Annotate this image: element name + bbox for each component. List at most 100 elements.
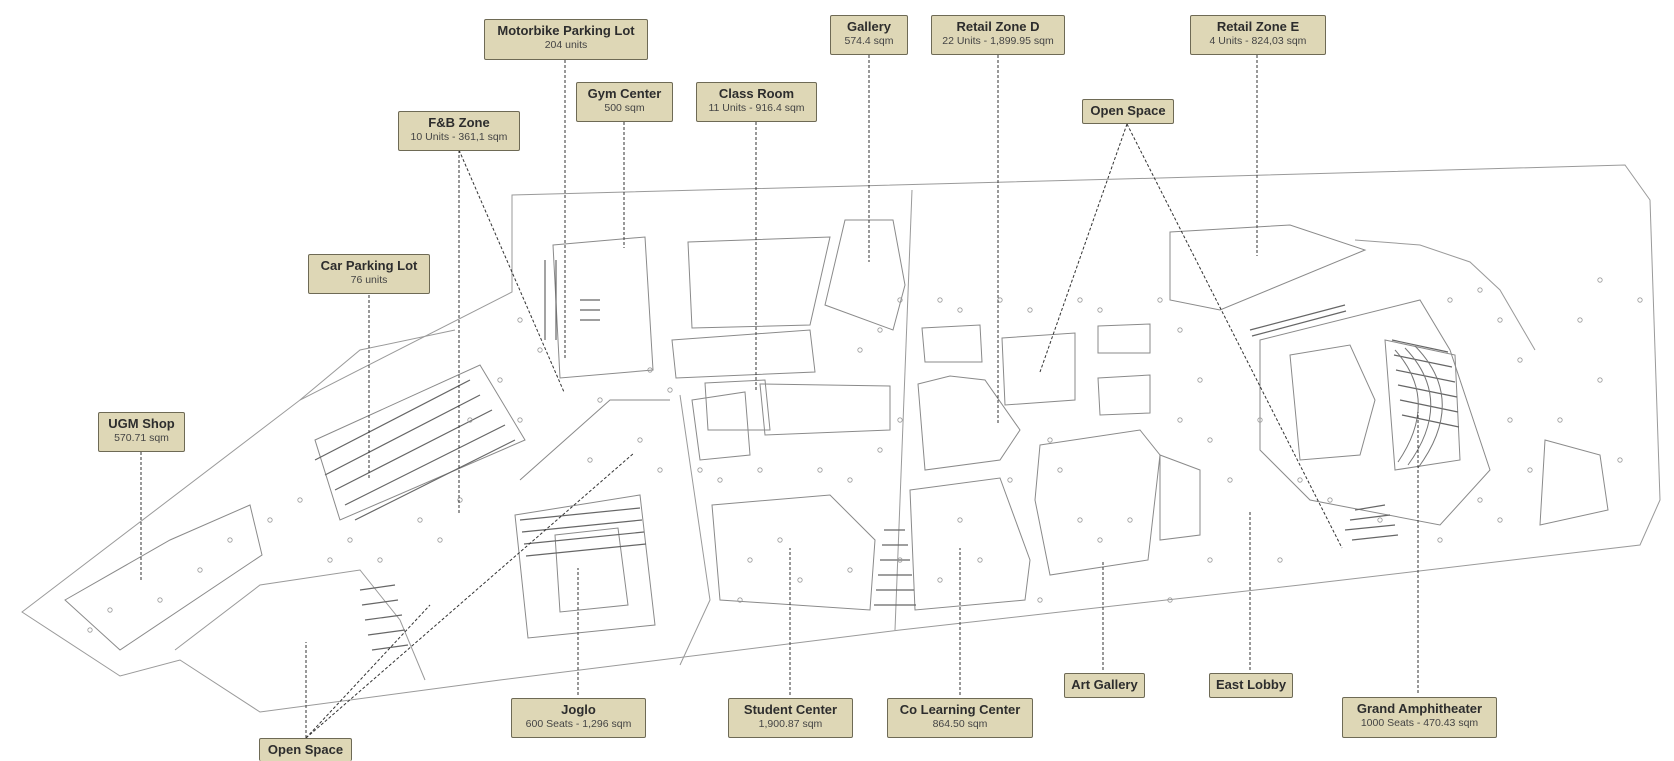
tree-marker — [1617, 457, 1623, 463]
label-east-lobby: East Lobby — [1209, 673, 1293, 698]
tree-marker — [697, 467, 703, 473]
label-title: Grand Amphitheater — [1356, 701, 1483, 716]
label-title: Class Room — [718, 86, 795, 101]
label-title: East Lobby — [1216, 677, 1287, 692]
tree-marker — [1077, 297, 1083, 303]
label-subtitle: 600 Seats - 1,296 sqm — [525, 718, 632, 730]
tree-marker — [1477, 497, 1483, 503]
tree-marker — [327, 557, 333, 563]
label-co-learning-center: Co Learning Center 864.50 sqm — [887, 698, 1033, 738]
label-title: Joglo — [561, 702, 596, 717]
tree-marker — [197, 567, 203, 573]
tree-marker — [107, 607, 113, 613]
tree-marker — [537, 347, 543, 353]
leader-open-space-bottom — [305, 452, 635, 739]
tree-marker — [857, 347, 863, 353]
label-title: Student Center — [743, 702, 838, 717]
tree-marker — [737, 597, 743, 603]
tree-marker — [1037, 597, 1043, 603]
label-subtitle: 204 units — [544, 39, 588, 51]
label-subtitle: 4 Units - 824,03 sqm — [1209, 35, 1307, 47]
tree-marker — [1327, 497, 1333, 503]
tree-marker — [897, 297, 903, 303]
tree-marker — [977, 557, 983, 563]
tree-marker — [87, 627, 93, 633]
tree-marker — [937, 297, 943, 303]
tree-marker — [1207, 437, 1213, 443]
tree-marker — [1177, 417, 1183, 423]
tree-marker — [497, 377, 503, 383]
leader-lines — [140, 55, 1419, 739]
building-blocks — [64, 219, 1609, 651]
tree-marker — [1257, 417, 1263, 423]
tree-marker — [267, 517, 273, 523]
tree-marker — [1127, 517, 1133, 523]
label-fnb-zone: F&B Zone 10 Units - 361,1 sqm — [398, 111, 520, 151]
tree-marker — [1557, 417, 1563, 423]
tree-marker — [1577, 317, 1583, 323]
tree-marker — [797, 577, 803, 583]
label-car-parking-lot: Car Parking Lot 76 units — [308, 254, 430, 294]
label-subtitle: 1,900.87 sqm — [758, 718, 823, 730]
tree-marker — [297, 497, 303, 503]
label-title: UGM Shop — [108, 416, 175, 431]
label-open-space-bottom: Open Space — [259, 738, 352, 761]
site-outline — [21, 164, 1661, 713]
tree-marker — [1597, 277, 1603, 283]
tree-marker — [457, 497, 463, 503]
label-gallery: Gallery 574.4 sqm — [830, 15, 908, 55]
label-subtitle: 500 sqm — [604, 102, 645, 114]
tree-marker — [517, 417, 523, 423]
tree-marker — [1207, 557, 1213, 563]
tree-marker — [757, 467, 763, 473]
tree-marker — [1297, 477, 1303, 483]
tree-marker — [1507, 417, 1513, 423]
tree-marker — [157, 597, 163, 603]
tree-marker — [1447, 297, 1453, 303]
label-grand-amphitheater: Grand Amphitheater 1000 Seats - 470.43 s… — [1342, 697, 1497, 738]
label-art-gallery: Art Gallery — [1064, 673, 1145, 698]
tree-marker — [597, 397, 603, 403]
tree-marker — [777, 537, 783, 543]
tree-marker — [897, 417, 903, 423]
label-title: Motorbike Parking Lot — [497, 23, 635, 38]
label-title: Retail Zone E — [1216, 19, 1300, 34]
tree-marker — [467, 417, 473, 423]
tree-marker — [1377, 517, 1383, 523]
tree-marker — [647, 367, 653, 373]
tree-marker — [1517, 357, 1523, 363]
tree-marker — [667, 387, 673, 393]
tree-marker — [717, 477, 723, 483]
label-motorbike-parking-lot: Motorbike Parking Lot 204 units — [484, 19, 648, 60]
label-title: Art Gallery — [1071, 677, 1138, 692]
tree-marker — [1437, 537, 1443, 543]
tree-marker — [1497, 317, 1503, 323]
tree-marker — [1167, 597, 1173, 603]
tree-marker — [1477, 287, 1483, 293]
tree-marker — [1057, 467, 1063, 473]
tree-marker — [937, 577, 943, 583]
tree-marker — [1497, 517, 1503, 523]
label-student-center: Student Center 1,900.87 sqm — [728, 698, 853, 738]
leader-fnb — [458, 149, 565, 515]
label-title: Retail Zone D — [956, 19, 1040, 34]
tree-marker — [817, 467, 823, 473]
tree-marker — [747, 557, 753, 563]
tree-marker — [1597, 377, 1603, 383]
label-title: Car Parking Lot — [320, 258, 418, 273]
tree-marker — [957, 307, 963, 313]
tree-marker — [587, 457, 593, 463]
tree-marker — [1047, 437, 1053, 443]
label-subtitle: 1000 Seats - 470.43 sqm — [1360, 717, 1479, 729]
label-subtitle: 570.71 sqm — [114, 432, 169, 444]
label-open-space-top: Open Space — [1082, 99, 1174, 124]
tree-marker — [1277, 557, 1283, 563]
amphitheater-seating — [1394, 345, 1443, 469]
tree-marker — [657, 467, 663, 473]
tree-marker — [417, 517, 423, 523]
label-class-room: Class Room 11 Units - 916.4 sqm — [696, 82, 817, 122]
tree-marker — [847, 567, 853, 573]
tree-marker — [1637, 297, 1643, 303]
tree-marker — [437, 537, 443, 543]
